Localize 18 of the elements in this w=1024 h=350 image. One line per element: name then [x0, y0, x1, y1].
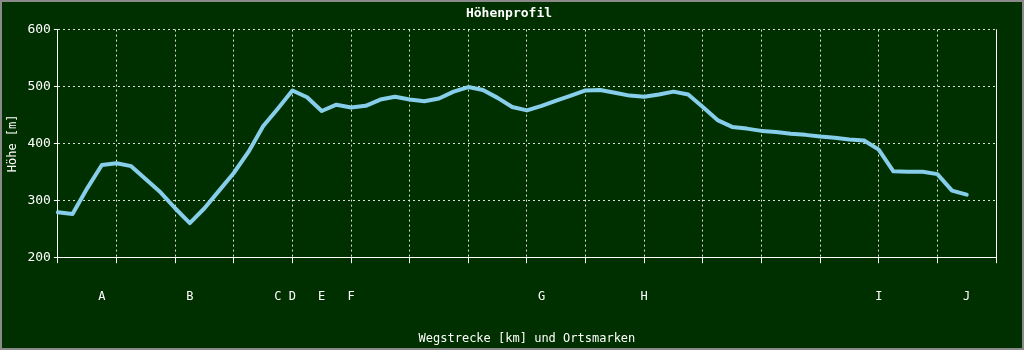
x-tick-label: I [875, 288, 883, 303]
y-axis-title: Höhe [m] [5, 114, 20, 173]
x-tick-label: D [288, 288, 297, 303]
y-tick-label: 600 [27, 20, 51, 36]
x-tick-label: E [318, 288, 326, 303]
x-tick-label: G [537, 288, 546, 303]
y-tick-label: 200 [27, 248, 51, 264]
y-tick-label: 300 [27, 191, 51, 207]
x-tick-label: A [98, 288, 107, 303]
x-tick-label: F [347, 288, 355, 303]
x-axis-title: Wegstrecke [km] und Ortsmarken [418, 330, 636, 345]
x-tick-label: B [186, 288, 194, 303]
x-tick-label: H [640, 288, 648, 303]
chart-title: Höhenprofil [465, 5, 553, 21]
y-tick-label: 400 [27, 134, 51, 150]
x-tick-label: J [963, 288, 971, 303]
x-tick-label: C [274, 288, 282, 303]
y-tick-label: 500 [27, 77, 51, 93]
